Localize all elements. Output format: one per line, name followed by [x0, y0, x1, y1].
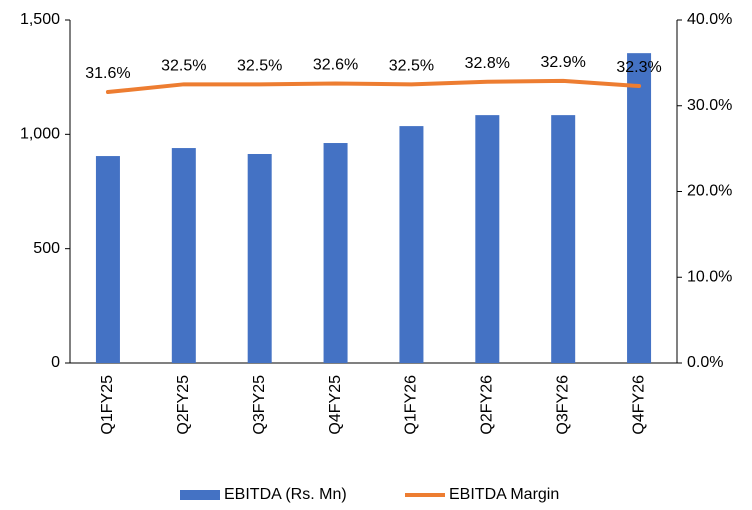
y-tick-label: 1,000 [20, 126, 60, 143]
bar [95, 156, 120, 363]
data-label: 32.5% [389, 58, 434, 75]
y2-tick-label: 40.0% [687, 11, 732, 28]
data-label: 32.5% [161, 58, 206, 75]
bar [323, 143, 348, 363]
bar [627, 53, 652, 363]
y2-tick-label: 10.0% [687, 268, 732, 285]
bar [171, 148, 196, 363]
legend-label: EBITDA (Rs. Mn) [224, 486, 347, 503]
x-tick-label: Q1FY25 [99, 375, 116, 435]
line [105, 78, 642, 95]
data-label: 32.8% [465, 55, 510, 72]
y2-tick-label: 20.0% [687, 183, 732, 200]
data-label: 32.6% [313, 57, 358, 74]
x-tick-label: Q2FY26 [479, 375, 496, 435]
legend-swatch [180, 490, 220, 500]
x-tick-label: Q1FY26 [403, 375, 420, 435]
y-tick-label: 1,500 [20, 11, 60, 28]
x-tick-label: Q3FY26 [554, 375, 571, 435]
data-label: 32.3% [616, 59, 661, 76]
legend-label: EBITDA Margin [449, 486, 559, 503]
y-tick-label: 0 [51, 354, 60, 371]
data-label: 32.9% [541, 54, 586, 71]
data-label: 32.5% [237, 58, 282, 75]
x-tick-label: Q3FY25 [251, 375, 268, 435]
y2-tick-label: 30.0% [687, 97, 732, 114]
x-tick-label: Q4FY26 [630, 375, 647, 435]
bar [475, 115, 500, 363]
bar [399, 126, 424, 363]
x-tick-label: Q4FY25 [327, 375, 344, 435]
data-label: 31.6% [85, 65, 130, 82]
x-tick-label: Q2FY25 [175, 375, 192, 435]
y2-tick-label: 0.0% [687, 354, 723, 371]
bar [247, 153, 272, 363]
bar [551, 115, 576, 363]
y-tick-label: 500 [33, 240, 60, 257]
